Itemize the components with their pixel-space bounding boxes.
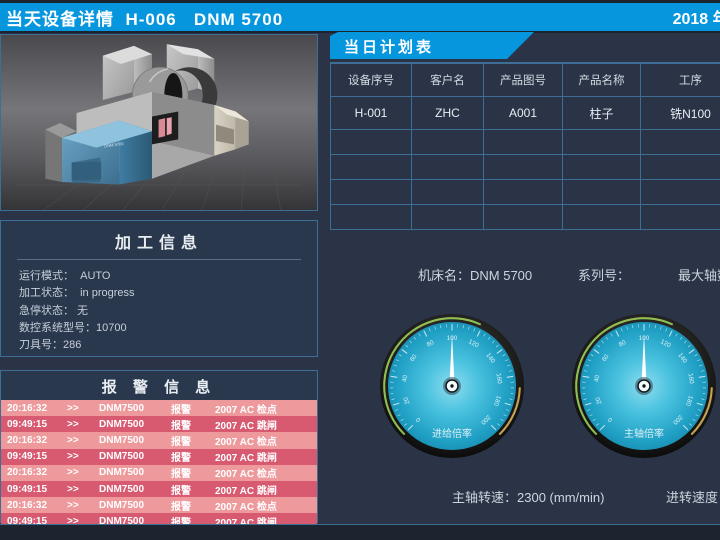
svg-text:主轴倍率: 主轴倍率 [624, 427, 664, 440]
svg-text:进给倍率: 进给倍率 [432, 427, 472, 440]
